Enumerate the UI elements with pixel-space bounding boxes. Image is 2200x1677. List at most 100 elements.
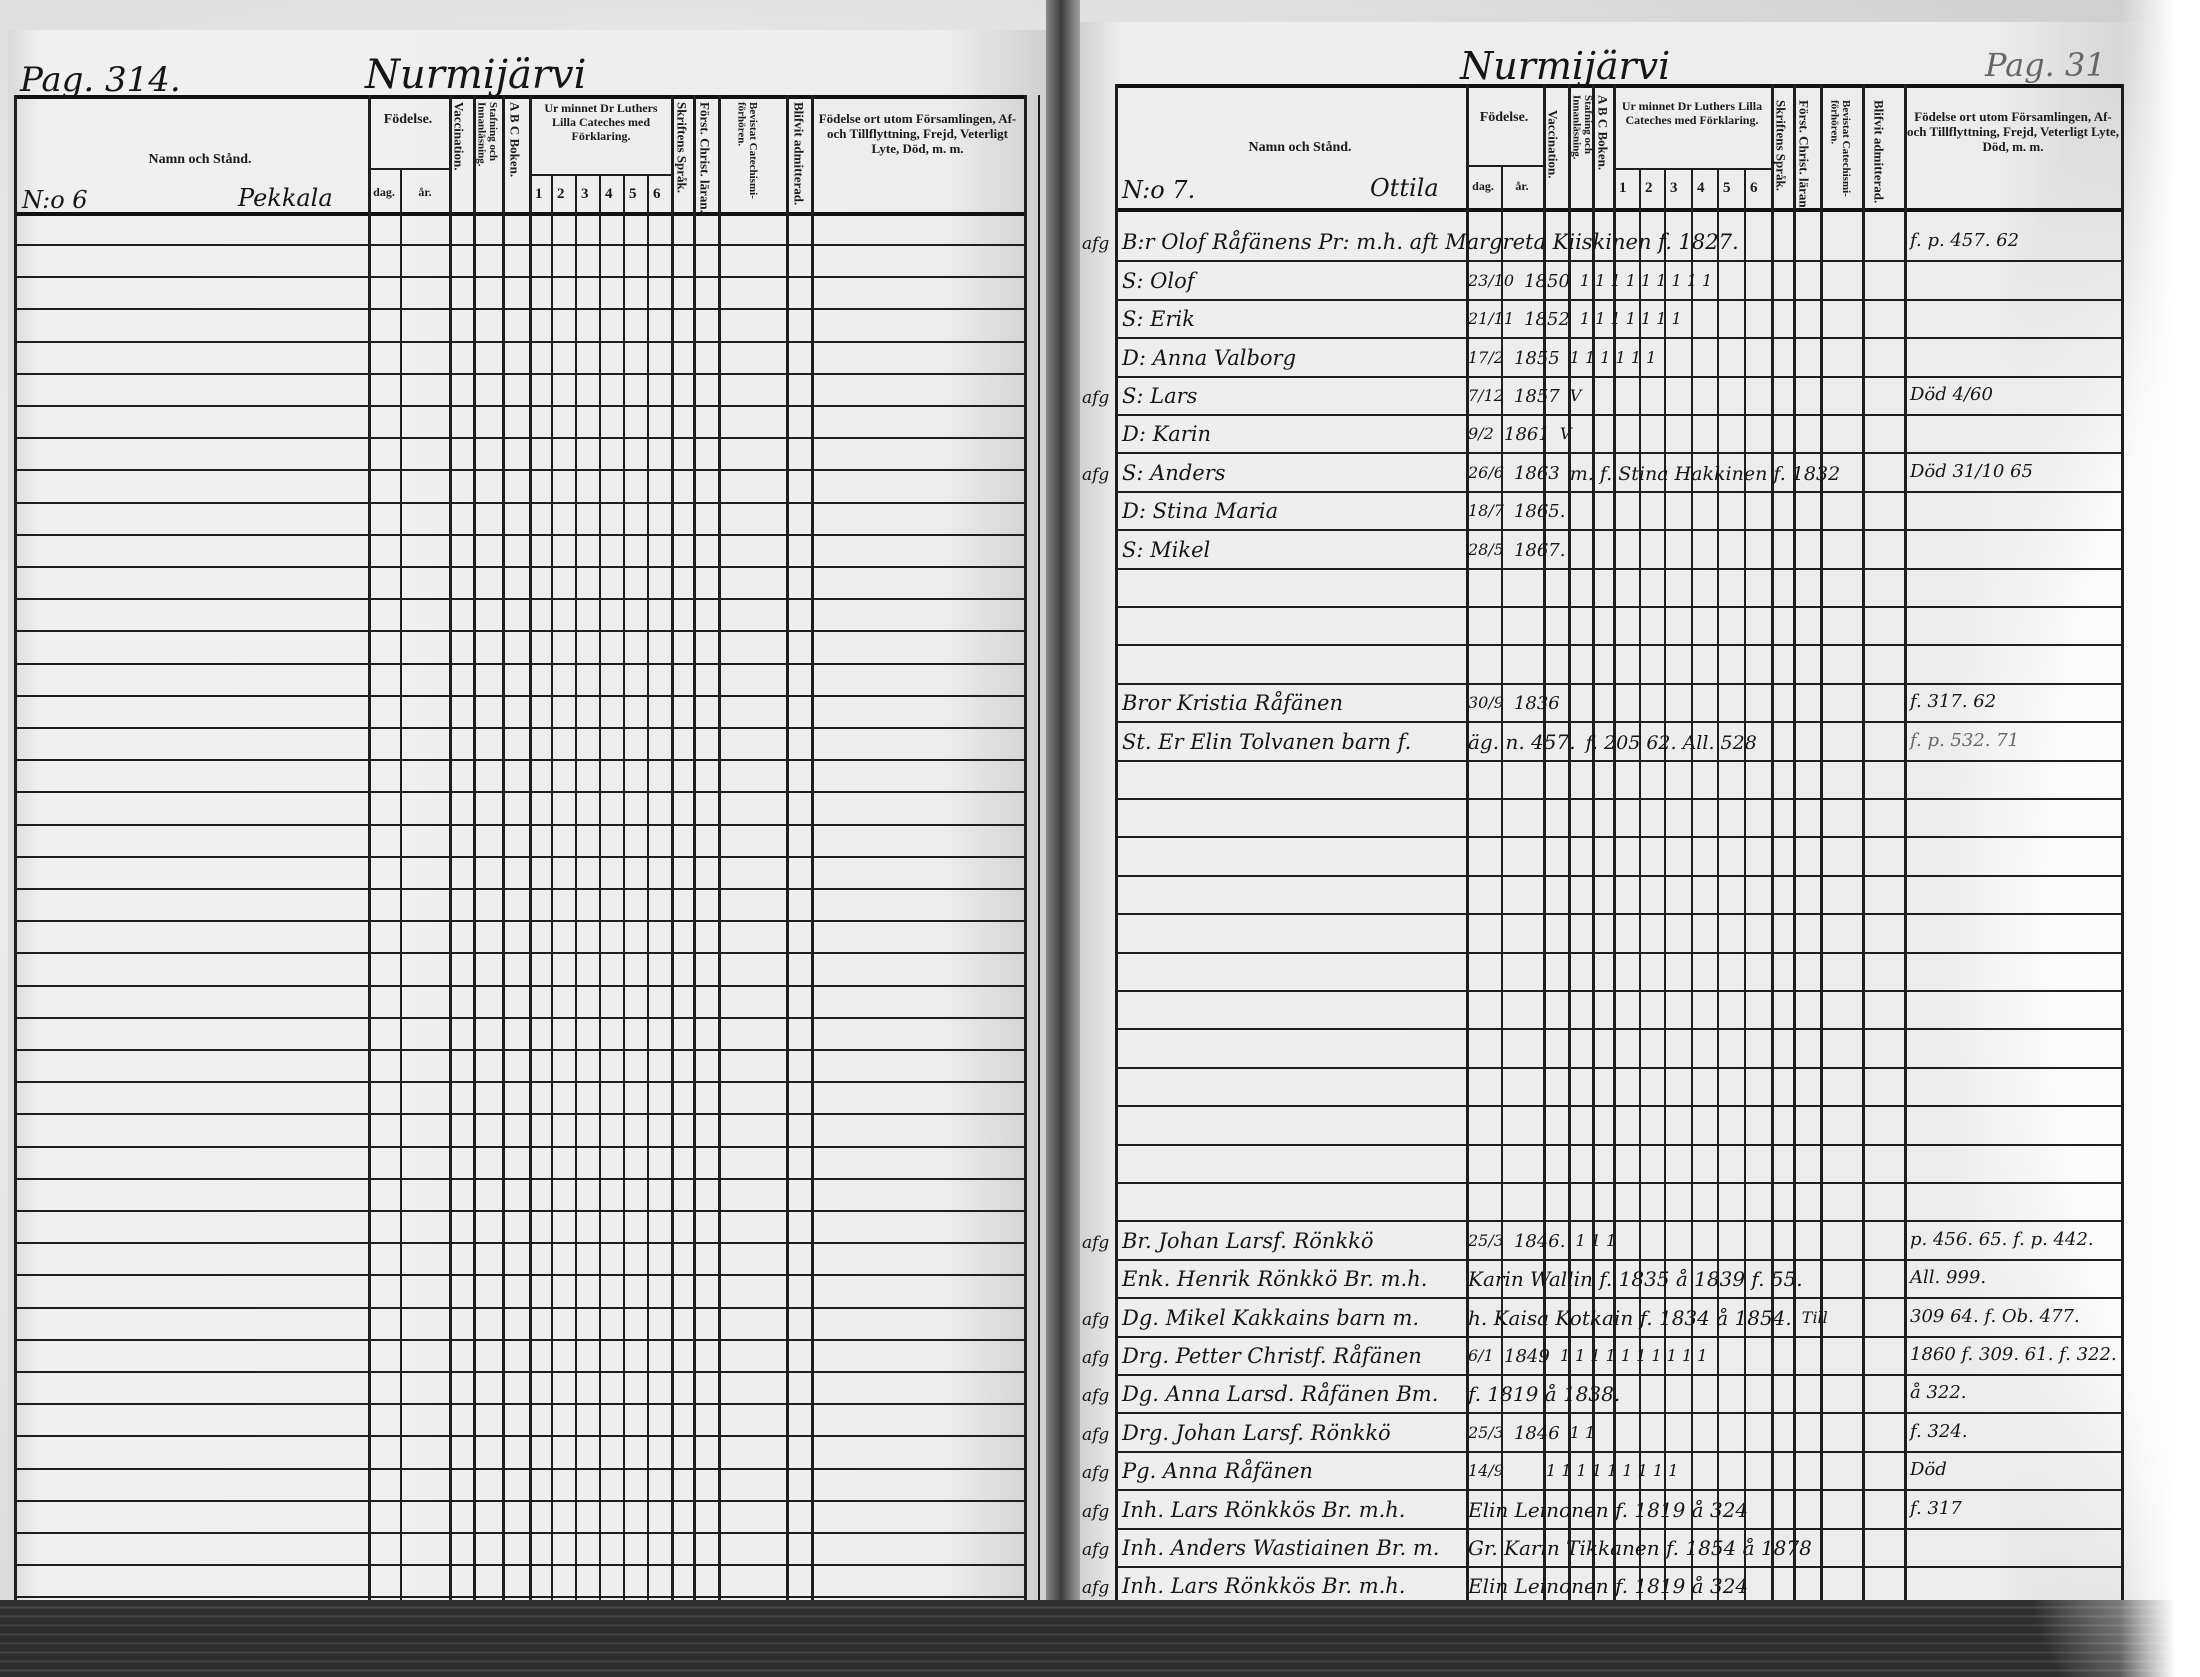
right-column-divider xyxy=(1793,84,1796,1600)
right-column-divider xyxy=(1613,84,1616,1600)
entry-birth-year: 1846. xyxy=(1513,1230,1566,1252)
left-header-remarks: Födelse ort utom Församlingen, Af- och T… xyxy=(818,111,1017,156)
right-header-admitted: Blifvit admitterad. xyxy=(1871,100,1887,204)
right-row-rule xyxy=(1115,1297,2121,1300)
entry-margin-note: afg xyxy=(1082,1386,1110,1407)
left-row-rule xyxy=(14,244,1026,246)
entry-birth-day: 30/9 xyxy=(1468,693,1504,713)
entry-remark: 309 64. f. Ob. 477. xyxy=(1910,1305,2080,1327)
left-header-name: Namn och Stånd. xyxy=(148,152,252,167)
entry-name: Dg. Mikel Kakkains barn m. xyxy=(1122,1305,1420,1330)
entry-remark: Död xyxy=(1910,1459,1947,1481)
left-row-rule xyxy=(14,1210,1026,1212)
entry-name: S: Erik xyxy=(1122,307,1195,332)
right-row-rule xyxy=(1115,606,2121,608)
entry-birth-day: 26/6 xyxy=(1468,462,1504,482)
left-row-rule xyxy=(14,662,1026,665)
right-column-divider xyxy=(1862,84,1865,1600)
entry-progress-marks: 1 1 1 1 1 1 1 1 1 1 xyxy=(1559,1346,1708,1365)
entry-margin-note: afg xyxy=(1082,1309,1110,1330)
left-header-christian: Först. Christ. läran. xyxy=(697,102,713,213)
right-row-rule xyxy=(1115,990,2121,992)
entry-progress-marks: 1 1 1 1 1 1 1 1 1 xyxy=(1546,1461,1679,1481)
left-row-rule xyxy=(14,1016,1026,1019)
right-row-rule xyxy=(1115,260,2121,263)
left-row-rule xyxy=(14,791,1026,794)
right-header-day: dag. xyxy=(1472,179,1494,193)
right-row-rule xyxy=(1115,951,2121,954)
entry-birth-day: 14/9 xyxy=(1468,1461,1504,1481)
left-row-rule xyxy=(14,1467,1026,1470)
entry-birth-day: 9/2 xyxy=(1468,424,1494,444)
entry-birth-day: 23/10 xyxy=(1468,270,1515,290)
entry-name: D: Anna Valborg xyxy=(1122,345,1297,370)
right-row-rule xyxy=(1115,1143,2121,1146)
right-row-rule xyxy=(1115,1105,2121,1108)
right-parish-title: Nurmijärvi xyxy=(1460,44,1671,88)
right-catechism-col-4: 4 xyxy=(1697,180,1705,196)
left-row-rule xyxy=(14,1306,1026,1309)
left-header-scripture: Skriftens Språk. xyxy=(674,102,690,194)
left-header-attended: Bevistat Catechismi-förhören. xyxy=(735,102,760,199)
left-row-rule xyxy=(14,1049,1026,1051)
right-row-rule xyxy=(1115,298,2121,301)
entry-birth-day: 17/2 xyxy=(1468,347,1504,367)
right-birth-subrule xyxy=(1466,165,1543,167)
right-header-christian: Först. Christ. läran. xyxy=(1796,100,1812,211)
left-extra-divider xyxy=(1038,95,1040,1600)
left-parish-title: Nurmijärvi xyxy=(365,52,587,98)
entry-name: D: Stina Maria xyxy=(1122,499,1279,524)
right-catechism-col-6: 6 xyxy=(1750,180,1758,196)
left-row-rule xyxy=(14,1564,1026,1567)
left-page-number: Pag. 314. xyxy=(20,60,181,100)
left-catechism-col-4: 4 xyxy=(605,186,613,202)
entry-name: Br. Johan Larsf. Rönkkö xyxy=(1122,1228,1374,1253)
right-catechism-divider xyxy=(1664,168,1666,1600)
entry-progress-marks: 1 1 1 1 1 1 1 1 1 xyxy=(1579,270,1713,290)
left-row-rule xyxy=(14,308,1026,311)
left-top-rule xyxy=(14,95,1026,99)
right-catechism-col-5: 5 xyxy=(1723,180,1731,196)
entry-name: Bror Kristia Råfänen xyxy=(1122,691,1343,716)
entry-progress-marks: V xyxy=(1559,424,1572,444)
entry-remark: f. 317. 62 xyxy=(1910,691,1997,713)
left-row-rule xyxy=(14,630,1026,633)
entry-birth-year: 1865. xyxy=(1513,501,1566,523)
left-row-rule xyxy=(14,1435,1026,1438)
left-row-rule xyxy=(14,1177,1026,1180)
left-header-day: dag. xyxy=(373,185,395,199)
entry-birth-day: Karin Wallin f. 1835 å 1839 f. 55. xyxy=(1468,1267,1803,1292)
right-header-scripture: Skriftens Språk. xyxy=(1773,100,1789,192)
left-catechism-col-6: 6 xyxy=(653,186,661,202)
entry-birth-year: 1857 xyxy=(1513,386,1560,407)
right-row-rule xyxy=(1115,721,2121,724)
left-catechism-col-3: 3 xyxy=(581,186,589,202)
left-row-rule xyxy=(14,1499,1026,1502)
entry-name: S: Olof xyxy=(1122,268,1195,293)
entry-birth-year: 1855 xyxy=(1513,347,1560,369)
right-row-rule xyxy=(1115,1028,2121,1031)
left-row-rule xyxy=(14,437,1026,440)
right-column-divider xyxy=(1771,84,1774,1600)
entry-name: Inh. Lars Rönkkös Br. m.h. xyxy=(1122,1574,1406,1599)
entry-progress-marks: 1 1 xyxy=(1569,1422,1596,1442)
right-row-rule xyxy=(1115,375,2121,378)
right-header-rule xyxy=(1115,208,2121,212)
right-column-divider xyxy=(1820,84,1823,1600)
left-row-rule xyxy=(14,888,1026,890)
entry-margin-note: afg xyxy=(1082,1501,1110,1522)
left-row-rule xyxy=(14,1242,1026,1245)
entry-progress-marks: 1 1 1 xyxy=(1575,1230,1617,1250)
right-row-rule xyxy=(1115,1450,2121,1453)
entry-name: Enk. Henrik Rönkkö Br. m.h. xyxy=(1122,1267,1428,1292)
entry-birth-day: 6/1 xyxy=(1468,1346,1494,1365)
right-row-rule xyxy=(1115,337,2121,340)
left-catechism-divider xyxy=(551,174,553,1600)
left-column-divider xyxy=(718,95,721,1600)
entry-birth-day: äg. n. 457. xyxy=(1468,729,1576,754)
right-catechism-col-1: 1 xyxy=(1619,180,1627,196)
left-row-rule xyxy=(14,984,1026,987)
entry-birth-day: h. Kaisa Kotkain f. 1834 å 1854. xyxy=(1468,1305,1792,1330)
entry-birth-day: f. 1819 å 1838. xyxy=(1468,1382,1621,1407)
left-row-rule xyxy=(14,405,1026,407)
